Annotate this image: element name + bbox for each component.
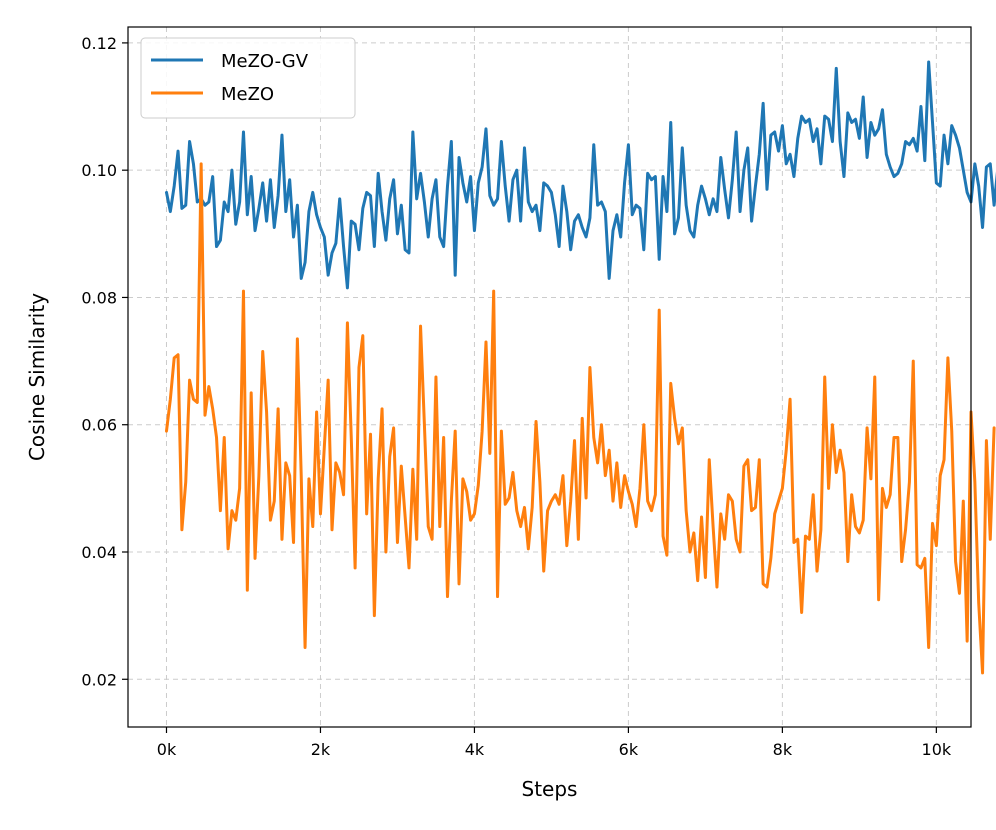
x-tick-label: 8k: [773, 740, 793, 759]
y-tick-label: 0.06: [81, 416, 117, 435]
y-axis-title: Cosine Similarity: [25, 293, 49, 461]
axes: 0k 2k 4k 6k 8k 10k 0.02 0.04 0.06 0.08 0.10 0.12: [81, 34, 952, 759]
series-line-mezo: [164, 162, 996, 675]
series-line-mezo-gv: [164, 60, 996, 290]
y-tick-label: 0.08: [81, 288, 117, 307]
legend-label: MeZO: [221, 84, 274, 105]
y-tick-label: 0.02: [81, 670, 117, 689]
plot-frame: [127, 26, 972, 728]
grid: [128, 27, 971, 727]
y-tick-label: 0.12: [81, 34, 117, 53]
y-tick-label: 0.10: [81, 161, 117, 180]
legend-box: [140, 37, 356, 119]
x-tick-label: 2k: [311, 740, 331, 759]
x-tick-label: 10k: [922, 740, 952, 759]
legend: MeZO-GV MeZO: [140, 37, 356, 119]
y-tick-label: 0.04: [81, 543, 117, 562]
legend-label: MeZO-GV: [221, 51, 309, 72]
series-layer: [164, 60, 996, 675]
x-axis-title: Steps: [522, 777, 578, 801]
x-tick-label: 0k: [157, 740, 177, 759]
x-tick-label: 4k: [465, 740, 485, 759]
x-tick-label: 6k: [619, 740, 639, 759]
